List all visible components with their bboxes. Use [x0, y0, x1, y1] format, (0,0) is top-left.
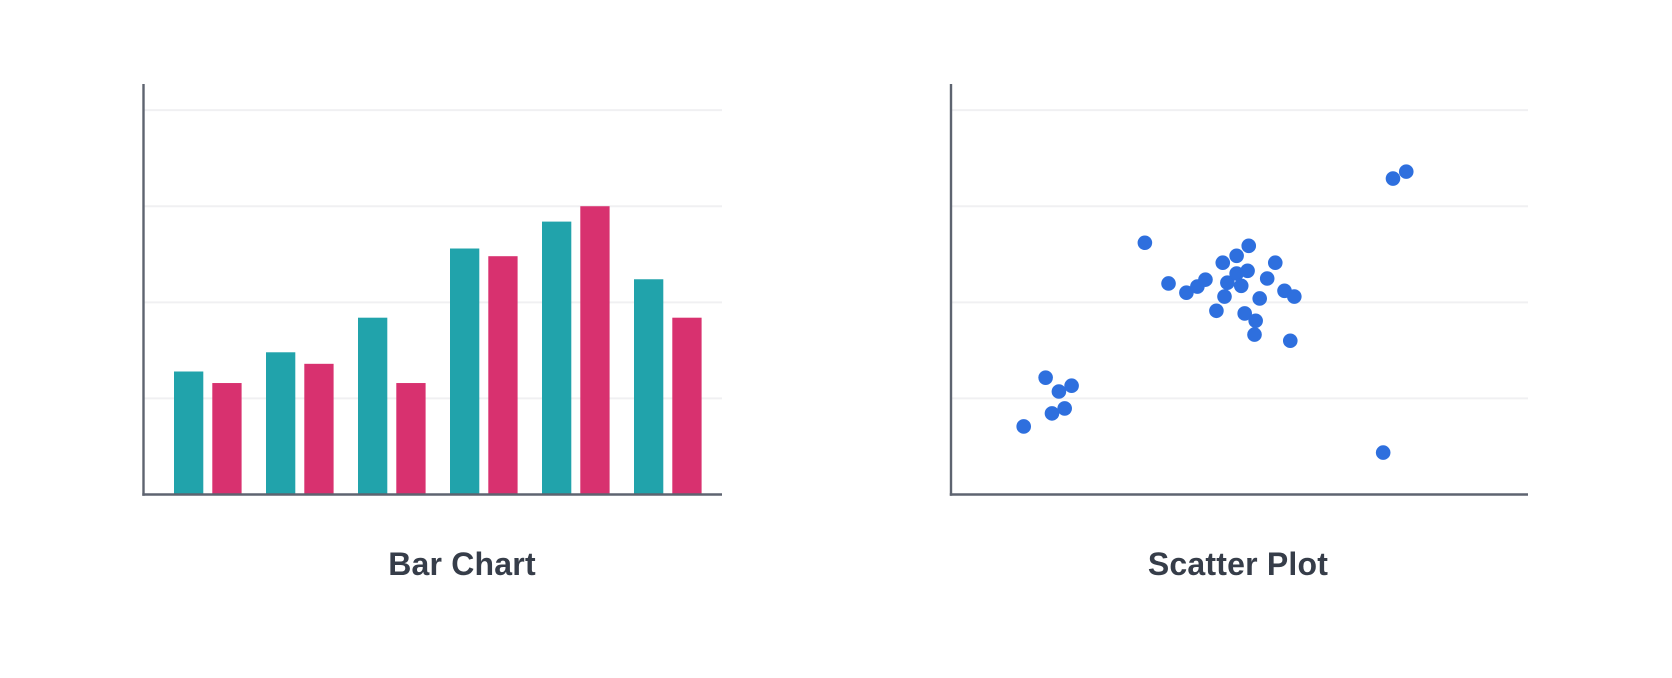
scatter-point-16: [1259, 271, 1275, 286]
bar-series-teal-0: [174, 371, 204, 495]
scatter-point-13: [1229, 266, 1244, 281]
bar-series-pink-1: [304, 363, 334, 495]
scatter-point-15: [1217, 289, 1232, 304]
bar-series-pink-4: [580, 206, 610, 495]
scatter-point-5: [1241, 238, 1257, 254]
scatter-point-24: [1282, 333, 1298, 349]
bar-series-pink-5: [672, 317, 702, 495]
bar-series-pink-0: [212, 383, 242, 495]
scatter-point-14: [1233, 278, 1249, 294]
bar-series-teal-3: [450, 248, 480, 495]
scatter-point-27: [1064, 378, 1079, 394]
scatter-plot: [949, 84, 1528, 496]
scatter-point-25: [1038, 370, 1053, 385]
scatter-point-7: [1267, 255, 1283, 271]
scatter-point-22: [1248, 313, 1263, 329]
scatter-point-1: [1398, 164, 1414, 179]
bar-chart: [142, 84, 722, 496]
scatter-point-2: [1137, 235, 1153, 251]
scatter-point-20: [1209, 303, 1224, 319]
scatter-point-0: [1385, 171, 1401, 186]
scatter-point-9: [1179, 285, 1194, 301]
scatter-plot-title: Scatter Plot: [1147, 546, 1329, 582]
scatter-point-18: [1287, 289, 1302, 304]
scatter-point-3: [1215, 255, 1231, 271]
scatter-point-11: [1198, 272, 1213, 287]
bar-series-teal-1: [266, 352, 296, 495]
scatter-point-19: [1252, 291, 1267, 306]
bar-series-pink-3: [488, 256, 518, 495]
bar-chart-title: Bar Chart: [388, 546, 536, 582]
bar-series-teal-4: [542, 221, 572, 495]
scatter-point-28: [1044, 406, 1060, 421]
bar-series-pink-2: [396, 383, 426, 495]
scatter-point-30: [1016, 419, 1032, 434]
bar-series-teal-2: [358, 317, 388, 495]
scatter-point-4: [1229, 248, 1244, 264]
bar-series-teal-5: [634, 279, 664, 495]
scatter-point-21: [1237, 306, 1252, 321]
scatter-point-26: [1051, 384, 1067, 399]
scatter-point-29: [1057, 401, 1072, 416]
scatter-point-12: [1220, 275, 1235, 291]
scatter-point-8: [1161, 276, 1176, 291]
scatter-point-23: [1247, 327, 1262, 342]
scatter-point-31: [1375, 445, 1391, 460]
scatter-point-6: [1240, 263, 1255, 279]
